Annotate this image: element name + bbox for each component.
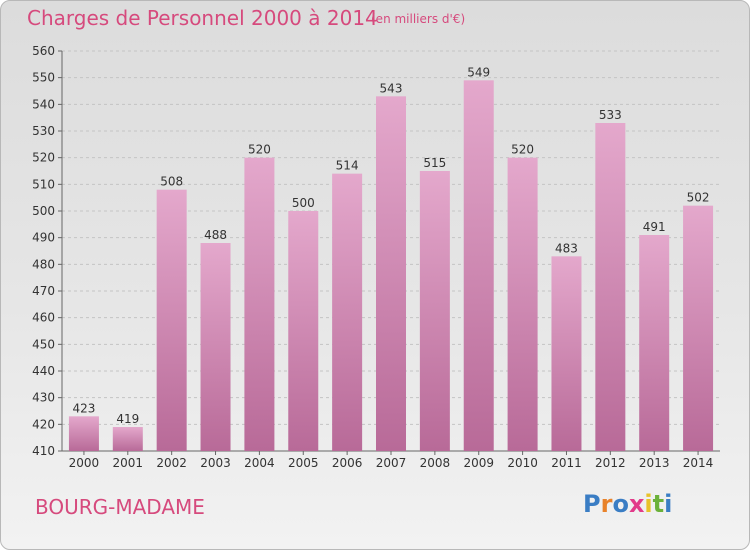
x-tick-label: 2013 [639, 456, 670, 470]
bar [112, 427, 143, 451]
y-tick-label: 440 [32, 364, 55, 378]
x-tick-label: 2001 [113, 456, 144, 470]
bar-value-label: 483 [555, 241, 578, 255]
chart-title: Charges de Personnel 2000 à 2014 [27, 6, 378, 30]
x-tick-label: 2004 [244, 456, 275, 470]
y-tick-label: 470 [32, 284, 55, 298]
logo-letter: x [628, 490, 645, 518]
bar-value-label: 549 [467, 65, 490, 79]
bar-value-label: 515 [423, 156, 446, 170]
y-tick-label: 410 [32, 444, 55, 458]
y-tick-label: 510 [32, 177, 55, 191]
y-tick-label: 500 [32, 204, 55, 218]
bar-value-label: 502 [687, 191, 710, 205]
bar-value-label: 520 [248, 143, 271, 157]
bar-value-label: 500 [292, 196, 315, 210]
y-tick-label: 520 [32, 151, 55, 165]
bar [595, 123, 626, 451]
axes: 410 420 430 440 450 460 470 480 490 500 510 520 530 5… [32, 44, 720, 470]
bar-value-label: 520 [511, 143, 534, 157]
x-tick-label: 2008 [420, 456, 451, 470]
x-tick-label: 2003 [200, 456, 231, 470]
y-tick-label: 430 [32, 391, 55, 405]
bar [419, 171, 450, 451]
y-tick-label: 530 [32, 124, 55, 138]
x-tick-label: 2009 [463, 456, 494, 470]
bar [332, 173, 363, 451]
x-tick-label: 2005 [288, 456, 319, 470]
x-tick-label: 2010 [507, 456, 538, 470]
y-tick-label: 540 [32, 97, 55, 111]
bar-value-label: 491 [643, 220, 666, 234]
x-tick-label: 2000 [69, 456, 100, 470]
bar [156, 189, 187, 451]
logo-letter: P [583, 490, 601, 518]
commune-name: BOURG-MADAME [35, 495, 205, 519]
y-tick-label: 490 [32, 231, 55, 245]
bar [639, 235, 670, 451]
logo-letter: i [644, 490, 653, 518]
bar [507, 157, 538, 451]
x-tick-label: 2007 [376, 456, 407, 470]
logo-letter: r [600, 490, 613, 518]
x-tick-label: 2014 [683, 456, 714, 470]
bar-value-label: 508 [160, 175, 183, 189]
logo-letter: i [664, 490, 673, 518]
bar [376, 96, 406, 451]
bar [200, 243, 231, 451]
y-tick-label: 420 [32, 417, 55, 431]
x-tick-label: 2006 [332, 456, 363, 470]
proxiti-logo[interactable]: Proxiti [583, 490, 672, 518]
x-tick-label: 2011 [551, 456, 582, 470]
bar-value-label: 423 [72, 401, 95, 415]
bar [288, 211, 319, 451]
logo-letter: o [612, 490, 629, 518]
bar [551, 256, 582, 451]
y-tick-label: 550 [32, 71, 55, 85]
y-tick-label: 480 [32, 257, 55, 271]
y-tick-label: 460 [32, 311, 55, 325]
bar-value-label: 543 [380, 81, 403, 95]
bar [463, 80, 494, 451]
x-tick-label: 2002 [156, 456, 187, 470]
y-tick-label: 560 [32, 44, 55, 58]
bar-value-label: 419 [116, 412, 139, 426]
x-tick-label: 2012 [595, 456, 626, 470]
bar-value-label: 514 [336, 159, 359, 173]
bar [244, 157, 275, 451]
bar [68, 416, 99, 451]
chart-unit-note: (en milliers d'€) [371, 12, 466, 26]
bar [683, 205, 714, 451]
value-labels: 423 419 508 488 520 500 514 543 515 549 520 483 533 4… [72, 65, 709, 426]
y-tick-label: 450 [32, 337, 55, 351]
logo-letter: t [652, 490, 665, 518]
bar-value-label: 488 [204, 228, 227, 242]
bar-value-label: 533 [599, 108, 622, 122]
bars [68, 80, 714, 451]
